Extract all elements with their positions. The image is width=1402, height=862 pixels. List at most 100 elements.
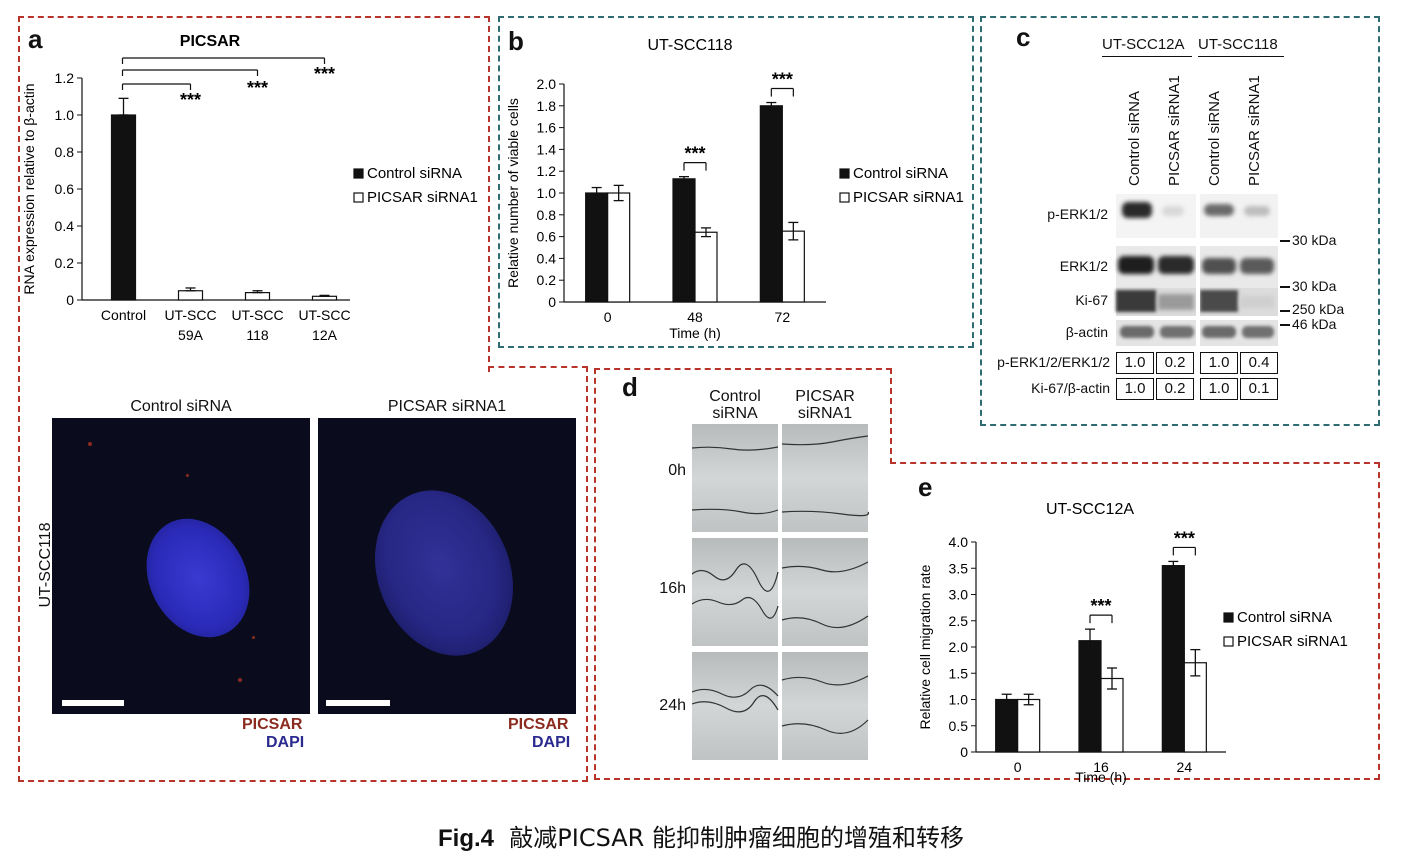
chart-e-migration-rate: 0 0.5 1.0 1.5 2.0 2.5 3.0 3.5 4.0 Relative cell m… xyxy=(917,501,1348,785)
scratch-col-label-line: siRNA xyxy=(712,405,758,422)
panel-a-letter: a xyxy=(28,24,43,54)
y-tick-label: 3.5 xyxy=(949,560,969,576)
y-tick-label: 0.4 xyxy=(537,250,557,266)
marker-tick xyxy=(1280,310,1290,312)
scratch-row-label: 0h xyxy=(668,462,686,479)
x-tick-label: 48 xyxy=(687,309,703,325)
wound-edge xyxy=(692,563,779,592)
legend-swatch xyxy=(839,192,850,203)
legend-swatch xyxy=(1223,636,1234,647)
panel-de-frame-left xyxy=(594,368,596,780)
y-tick-label: 1.5 xyxy=(949,665,969,681)
panel-a-frame-step xyxy=(488,366,588,368)
y-tick-label: 0.8 xyxy=(537,207,557,223)
blot-p-erk xyxy=(1116,194,1278,238)
scratch-image-0h-control xyxy=(692,424,778,532)
y-tick-label: 0.2 xyxy=(537,272,557,288)
lane-label: Control siRNA xyxy=(1206,90,1223,186)
significance-marker: *** xyxy=(247,78,268,98)
x-tick-label: UT-SCC xyxy=(231,307,283,323)
panel-a-frame xyxy=(18,16,490,372)
legend-swatch xyxy=(353,192,364,203)
chart-title: UT-SCC118 xyxy=(647,37,732,54)
scratch-assay-images xyxy=(692,424,870,760)
scratch-image-16h-picsar xyxy=(782,538,868,646)
ratio-cell: 1.0 xyxy=(1200,352,1238,374)
panel-e-letter: e xyxy=(918,472,933,502)
y-tick-label: 0.2 xyxy=(55,255,75,271)
wound-edge xyxy=(781,510,870,517)
y-tick-label: 1.0 xyxy=(537,185,557,201)
bar xyxy=(607,192,631,303)
picsar-dots xyxy=(238,678,242,682)
x-axis-label: Time (h) xyxy=(1075,769,1127,785)
x-tick-label: 0 xyxy=(1014,759,1022,775)
chart-title: UT-SCC12A xyxy=(1046,501,1134,518)
y-tick-label: 1.6 xyxy=(537,120,557,136)
picsar-dots xyxy=(186,474,189,477)
band-label: ERK1/2 xyxy=(1059,258,1108,274)
scratch-col-label-control: Control siRNA xyxy=(692,388,778,422)
ratio-label: p-ERK1/2/ERK1/2 xyxy=(997,354,1110,370)
y-tick-label: 1.0 xyxy=(55,107,75,123)
chart-b-viable-cells: 0 0.2 0.4 0.6 0.8 1.0 1.2 1.4 1.6 1.8 2.0 Relative … xyxy=(505,37,964,341)
y-tick-label: 0.8 xyxy=(55,144,75,160)
panel-de-frame-top xyxy=(594,368,892,370)
significance-marker: *** xyxy=(1090,596,1111,616)
significance-marker: *** xyxy=(684,144,705,164)
marker-tick xyxy=(1280,324,1290,326)
ratio-cell: 1.0 xyxy=(1116,352,1154,374)
y-tick-label: 0.4 xyxy=(55,218,75,234)
ratio-label: Ki-67/β-actin xyxy=(1031,380,1110,396)
scratch-row-label: 16h xyxy=(659,580,686,597)
panel-c-frame xyxy=(980,16,1380,426)
bar xyxy=(177,290,204,301)
y-tick-label: 1.0 xyxy=(949,692,969,708)
wound-edge xyxy=(692,508,779,515)
scratch-col-label-line: PICSAR xyxy=(795,388,855,405)
y-axis-label: Relative number of viable cells xyxy=(505,98,521,288)
panel-de-frame-top2 xyxy=(890,462,1380,464)
marker-label: 30 kDa xyxy=(1292,232,1337,248)
channel-label-picsar-1: PICSAR xyxy=(242,716,303,733)
y-tick-label: 0.6 xyxy=(537,229,557,245)
y-axis-label: RNA expression relative to β-actin xyxy=(21,83,37,294)
significance-marker: *** xyxy=(772,70,793,90)
picsar-dots xyxy=(88,442,92,446)
marker-tick xyxy=(1280,240,1290,242)
panel-de-frame-bottom xyxy=(594,778,1380,780)
x-tick-label: UT-SCC xyxy=(298,307,350,323)
bar xyxy=(1017,698,1041,753)
legend-swatch xyxy=(839,168,850,179)
y-tick-label: 0.6 xyxy=(55,181,75,197)
lane-label: PICSAR siRNA1 xyxy=(1166,75,1183,186)
wound-edge xyxy=(781,675,869,686)
figure-caption-label: Fig.4 xyxy=(438,825,495,852)
bar xyxy=(244,292,271,301)
y-tick-label: 0 xyxy=(548,294,556,310)
scratch-col-label-line: siRNA1 xyxy=(797,405,853,422)
y-tick-label: 2.0 xyxy=(949,639,969,655)
nucleus-picsar xyxy=(350,469,538,677)
cell-line-underline xyxy=(1198,56,1284,57)
scratch-row-label: 24h xyxy=(659,697,686,714)
scale-bar xyxy=(326,700,390,706)
figure-caption: Fig.4 敲减PICSAR 能抑制肿瘤细胞的增殖和转移 xyxy=(0,818,1402,853)
panel-de-frame-step xyxy=(890,368,892,464)
x-tick-label: 24 xyxy=(1177,759,1193,775)
scratch-image-24h-picsar xyxy=(782,652,868,760)
scratch-image-24h-control xyxy=(692,652,778,760)
significance-marker: *** xyxy=(1174,528,1195,548)
y-tick-label: 0.5 xyxy=(949,718,969,734)
bar xyxy=(585,192,609,303)
ratio-cell: 1.0 xyxy=(1116,378,1154,400)
wound-edge xyxy=(781,719,869,734)
bar xyxy=(995,698,1019,753)
wound-edge xyxy=(692,684,779,698)
x-tick-label: 59A xyxy=(178,327,204,343)
wound-edge xyxy=(781,561,869,573)
significance-marker: *** xyxy=(314,64,335,84)
scale-bar xyxy=(62,700,124,706)
y-tick-label: 1.2 xyxy=(537,163,557,179)
y-tick-label: 0 xyxy=(960,744,968,760)
